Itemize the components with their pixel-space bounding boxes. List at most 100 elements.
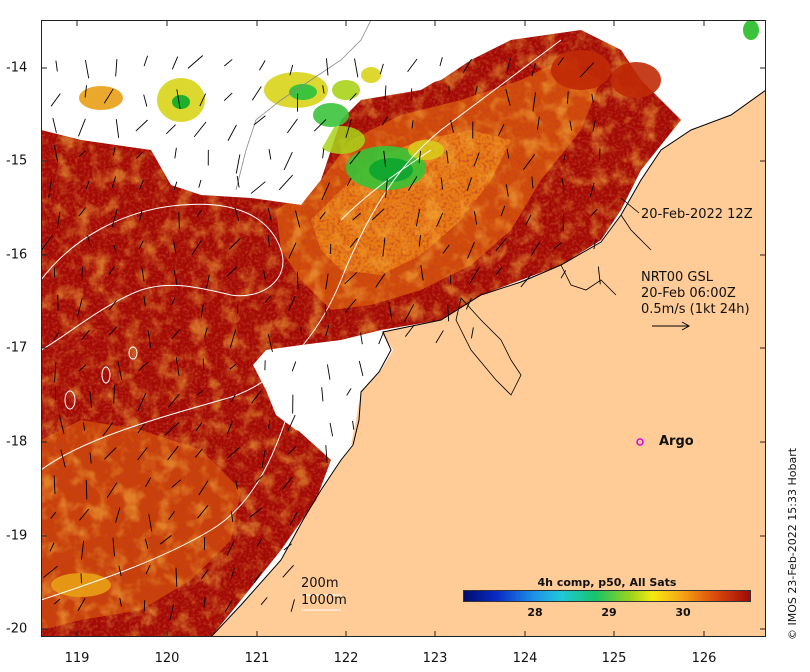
current-vector	[102, 422, 114, 437]
current-vector	[561, 178, 565, 192]
current-vector	[143, 55, 149, 67]
current-vector	[198, 480, 209, 496]
current-vector	[77, 297, 83, 317]
current-vector	[224, 599, 233, 613]
current-vector	[234, 207, 239, 221]
current-vector	[346, 177, 352, 187]
x-tick-125: 125	[601, 651, 627, 666]
current-vector	[171, 328, 181, 340]
current-vector	[137, 423, 145, 434]
current-vector	[193, 121, 207, 138]
current-vector	[264, 295, 272, 303]
current-vector	[537, 116, 540, 130]
current-vector	[404, 304, 415, 322]
current-vector	[136, 151, 143, 159]
x-tick-120: 120	[154, 651, 180, 666]
current-vector	[435, 330, 444, 344]
current-vector	[260, 597, 268, 606]
current-vector	[201, 569, 209, 580]
current-vector	[322, 85, 325, 94]
current-vector	[175, 567, 178, 587]
current-vector	[203, 597, 206, 608]
current-vector	[229, 328, 237, 348]
x-tick-119: 119	[64, 651, 90, 666]
current-vector	[500, 205, 506, 217]
current-vector	[55, 60, 58, 72]
current-vector	[111, 176, 117, 188]
colorbar-title: 4h comp, p50, All Sats	[537, 576, 677, 589]
current-vector	[267, 334, 273, 352]
sst-map[interactable]	[41, 20, 766, 637]
current-vector	[349, 93, 357, 101]
current-vector	[78, 150, 86, 158]
current-vector	[506, 148, 510, 159]
current-vector	[119, 597, 122, 607]
current-vector	[171, 56, 179, 70]
current-vector	[473, 152, 480, 166]
current-vector	[383, 150, 387, 168]
current-vector	[205, 274, 210, 289]
current-vector	[226, 420, 233, 435]
current-vector	[345, 118, 352, 138]
current-vector	[567, 91, 569, 104]
current-vector	[256, 538, 263, 547]
current-vector	[78, 118, 86, 137]
x-tick-121: 121	[244, 651, 270, 666]
current-vector	[144, 538, 149, 549]
coastal-cloud-south	[253, 332, 393, 445]
current-vector	[226, 266, 238, 277]
current-vector	[495, 266, 503, 275]
current-vector	[286, 118, 298, 134]
current-vector	[137, 447, 148, 461]
current-vector	[450, 120, 454, 133]
current-vector	[440, 177, 444, 190]
gray-contour	[235, 20, 372, 191]
current-vector	[138, 361, 149, 371]
current-vector	[224, 59, 233, 67]
current-vector	[223, 92, 233, 102]
current-vector	[81, 266, 83, 281]
current-vector	[54, 362, 57, 383]
current-vector	[385, 178, 388, 199]
current-vector	[283, 152, 293, 171]
current-vector	[227, 124, 237, 141]
current-vector	[447, 304, 450, 322]
current-vector	[113, 244, 117, 254]
depth-1000-label: 1000m	[301, 593, 347, 608]
current-vector	[436, 212, 444, 227]
current-vector	[249, 507, 263, 518]
map-canvas	[41, 20, 766, 637]
current-vector	[253, 115, 266, 126]
current-vector	[230, 511, 234, 522]
current-vector	[322, 148, 325, 159]
current-vector	[80, 329, 90, 341]
current-vector	[268, 149, 272, 160]
current-scale-label: 0.5m/s (1kt 24h)	[641, 302, 750, 317]
current-vector	[326, 364, 331, 380]
current-vector	[229, 363, 237, 370]
current-vector	[235, 480, 238, 490]
current-vector	[43, 565, 58, 578]
current-vector	[168, 393, 180, 408]
current-vector	[118, 565, 122, 577]
current-vector	[520, 273, 533, 288]
current-vector	[287, 414, 296, 432]
current-vector	[230, 567, 235, 580]
y-tick-18: -18	[6, 434, 28, 450]
current-vector	[300, 326, 303, 335]
current-vector	[85, 180, 90, 190]
current-vector	[579, 62, 595, 78]
current-vector	[325, 325, 330, 337]
argo-marker[interactable]	[636, 438, 644, 446]
current-vector	[498, 123, 505, 136]
x-tick-126: 126	[691, 651, 717, 666]
current-vector	[103, 88, 114, 104]
y-tick-14: -14	[6, 60, 28, 76]
current-vector	[85, 480, 88, 500]
current-vector	[466, 177, 472, 192]
current-vector	[104, 447, 117, 460]
current-vector	[321, 182, 330, 201]
current-vector	[108, 299, 117, 311]
x-tick-124: 124	[512, 651, 538, 666]
current-vector	[111, 209, 118, 228]
